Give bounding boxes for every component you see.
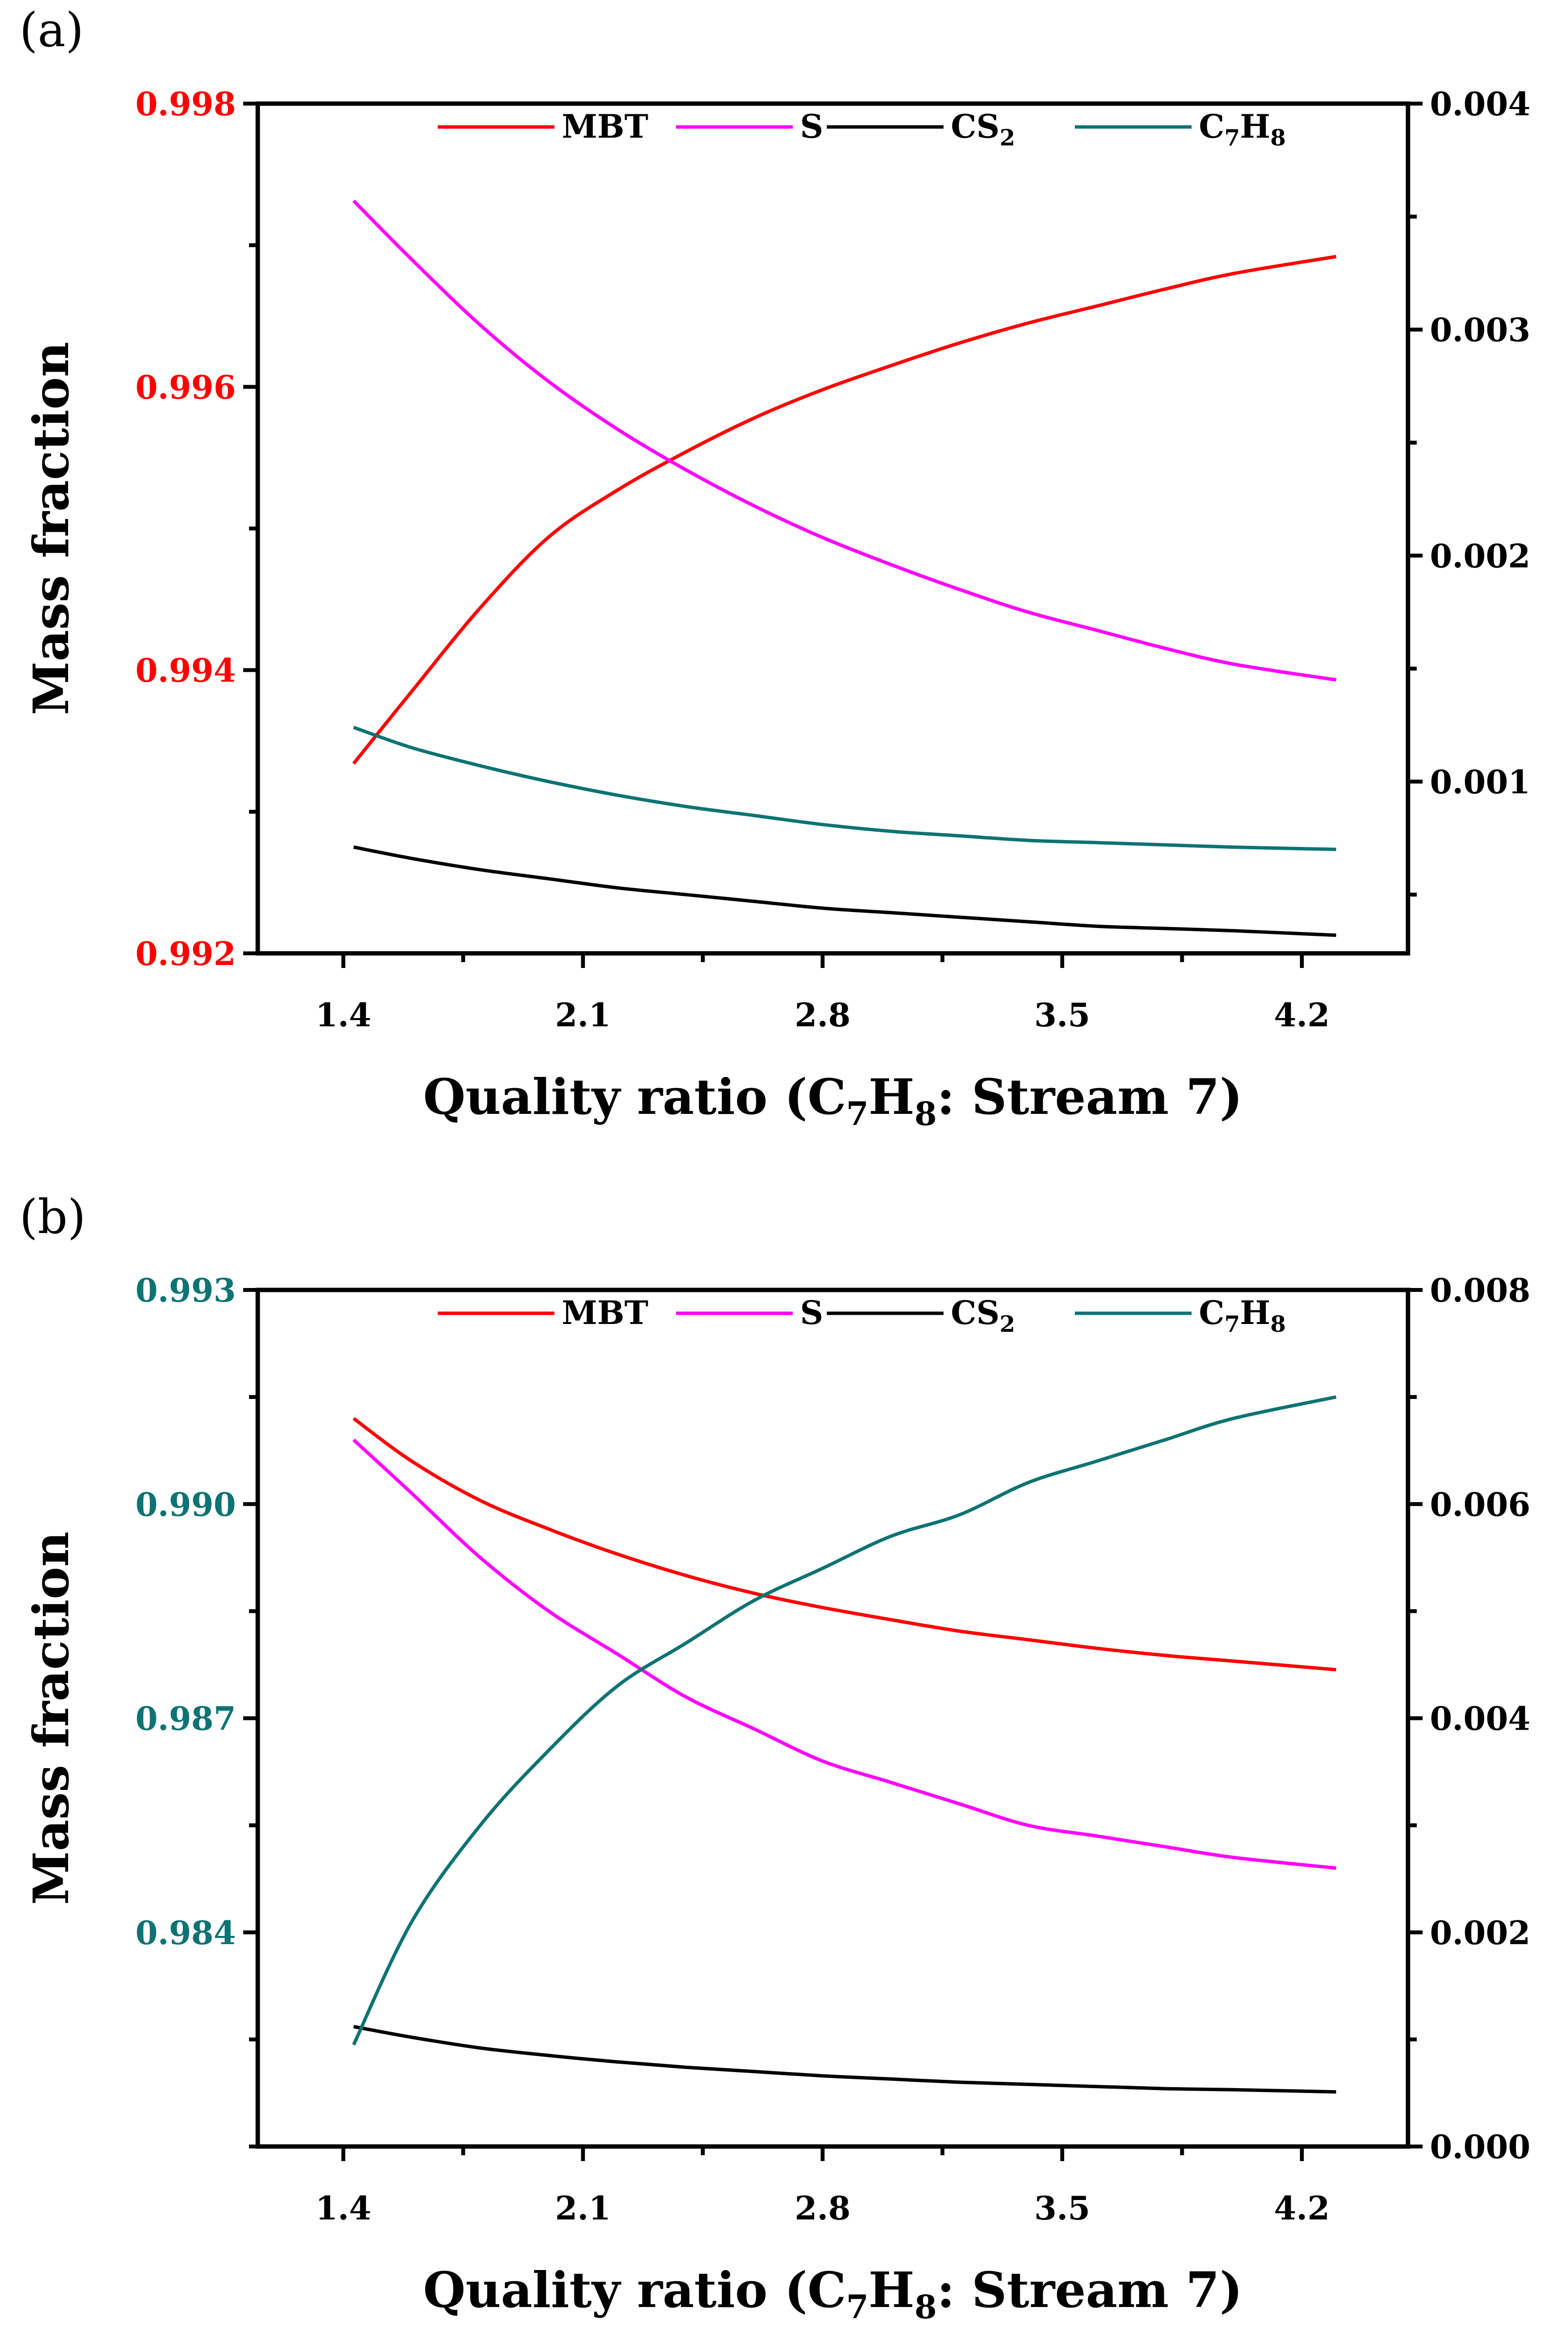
left-tick-label: 0.984: [135, 1914, 236, 1952]
right-tick-label: 0.002: [1430, 1914, 1531, 1952]
legend-label: CS2: [951, 107, 1015, 151]
left-tick-label: 0.998: [135, 85, 236, 123]
x-tick-label: 1.4: [316, 996, 372, 1034]
left-tick-label: 0.994: [135, 652, 236, 690]
right-tick-label: 0.004: [1430, 85, 1531, 123]
right-tick-label: 0.008: [1430, 1271, 1531, 1309]
left-tick-label: 0.990: [135, 1485, 236, 1523]
x-tick-label: 3.5: [1034, 2189, 1090, 2227]
legend-label: S: [800, 107, 823, 145]
right-tick-label: 0.004: [1430, 1700, 1531, 1738]
y-axis-title: Mass fraction: [22, 1532, 80, 1905]
series-line-mbt: [353, 1417, 1336, 1672]
right-tick-label: 0.006: [1430, 1485, 1531, 1523]
x-tick-label: 2.1: [555, 2189, 611, 2227]
right-tick-label: 0.002: [1430, 537, 1531, 575]
x-tick-label: 2.8: [795, 996, 851, 1034]
chart-panel-a: (a) 1.4 2.1 2.8 3.5 4.2 0.992 0.994 0.996 0.998 0.…: [19, 3, 1531, 1133]
series-line-s: [352, 1438, 1336, 1870]
legend-label: MBT: [562, 107, 648, 145]
chart-panel-b: (b) 1.4 2.1 2.8 3.5 4.2 0.984 0.987 0.990 0.993 0.…: [19, 1190, 1531, 2326]
x-tick-label: 2.1: [555, 996, 611, 1034]
legend-label: S: [800, 1294, 823, 1332]
legend-label: C7H8: [1199, 107, 1286, 151]
panel-label: (b): [19, 1190, 86, 1244]
y-axis-title: Mass fraction: [22, 342, 80, 715]
x-tick-label: 4.2: [1274, 2189, 1330, 2227]
left-tick-label: 0.992: [135, 935, 236, 973]
series-line-cs2: [353, 2025, 1336, 2094]
x-tick-label: 2.8: [795, 2189, 851, 2227]
series-line-c7h8: [353, 726, 1336, 851]
panel-label: (a): [19, 3, 84, 57]
left-tick-label: 0.996: [135, 368, 236, 406]
series-line-cs2: [353, 845, 1336, 937]
right-tick-label: 0.003: [1430, 311, 1531, 349]
x-axis-title: Quality ratio (C7H8: Stream 7): [423, 1068, 1243, 1133]
right-tick-label: 0.001: [1430, 763, 1531, 801]
right-tick-label: 0.000: [1430, 2128, 1531, 2166]
x-tick-label: 1.4: [316, 2189, 372, 2227]
x-tick-label: 3.5: [1034, 996, 1090, 1034]
series-line-s: [352, 199, 1336, 682]
legend-label: MBT: [562, 1294, 648, 1332]
left-tick-label: 0.987: [135, 1700, 236, 1738]
legend-label: CS2: [951, 1294, 1015, 1337]
x-tick-label: 4.2: [1274, 996, 1330, 1034]
legend-label: C7H8: [1199, 1294, 1286, 1337]
left-tick-label: 0.993: [135, 1271, 236, 1309]
series-line-mbt: [352, 255, 1336, 765]
x-axis-title: Quality ratio (C7H8: Stream 7): [423, 2261, 1243, 2326]
series-line-c7h8: [352, 1395, 1336, 2046]
